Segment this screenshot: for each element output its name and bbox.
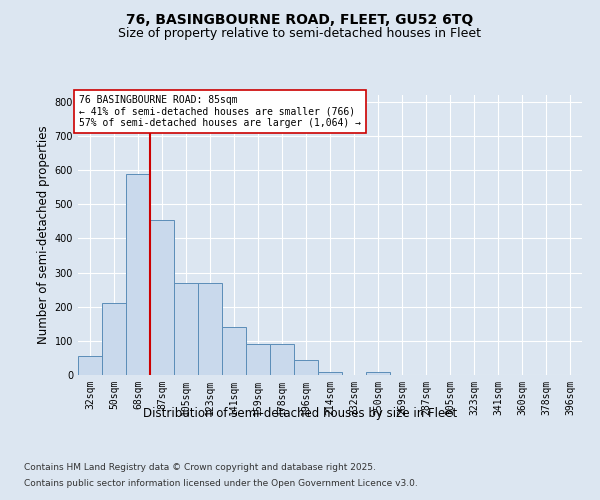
Bar [102, 304, 126, 375]
Bar [222, 327, 246, 375]
Bar [318, 372, 342, 375]
Bar [126, 174, 150, 375]
Text: Distribution of semi-detached houses by size in Fleet: Distribution of semi-detached houses by … [143, 408, 457, 420]
Bar [294, 360, 318, 375]
Bar [246, 344, 270, 375]
Bar [174, 283, 198, 375]
Text: 76, BASINGBOURNE ROAD, FLEET, GU52 6TQ: 76, BASINGBOURNE ROAD, FLEET, GU52 6TQ [127, 12, 473, 26]
Y-axis label: Number of semi-detached properties: Number of semi-detached properties [37, 126, 50, 344]
Text: Contains public sector information licensed under the Open Government Licence v3: Contains public sector information licen… [24, 478, 418, 488]
Bar [150, 220, 174, 375]
Bar [78, 356, 102, 375]
Text: Contains HM Land Registry data © Crown copyright and database right 2025.: Contains HM Land Registry data © Crown c… [24, 464, 376, 472]
Bar [366, 372, 390, 375]
Text: 76 BASINGBOURNE ROAD: 85sqm
← 41% of semi-detached houses are smaller (766)
57% : 76 BASINGBOURNE ROAD: 85sqm ← 41% of sem… [79, 95, 361, 128]
Bar [270, 344, 294, 375]
Bar [198, 284, 222, 375]
Text: Size of property relative to semi-detached houses in Fleet: Size of property relative to semi-detach… [119, 28, 482, 40]
